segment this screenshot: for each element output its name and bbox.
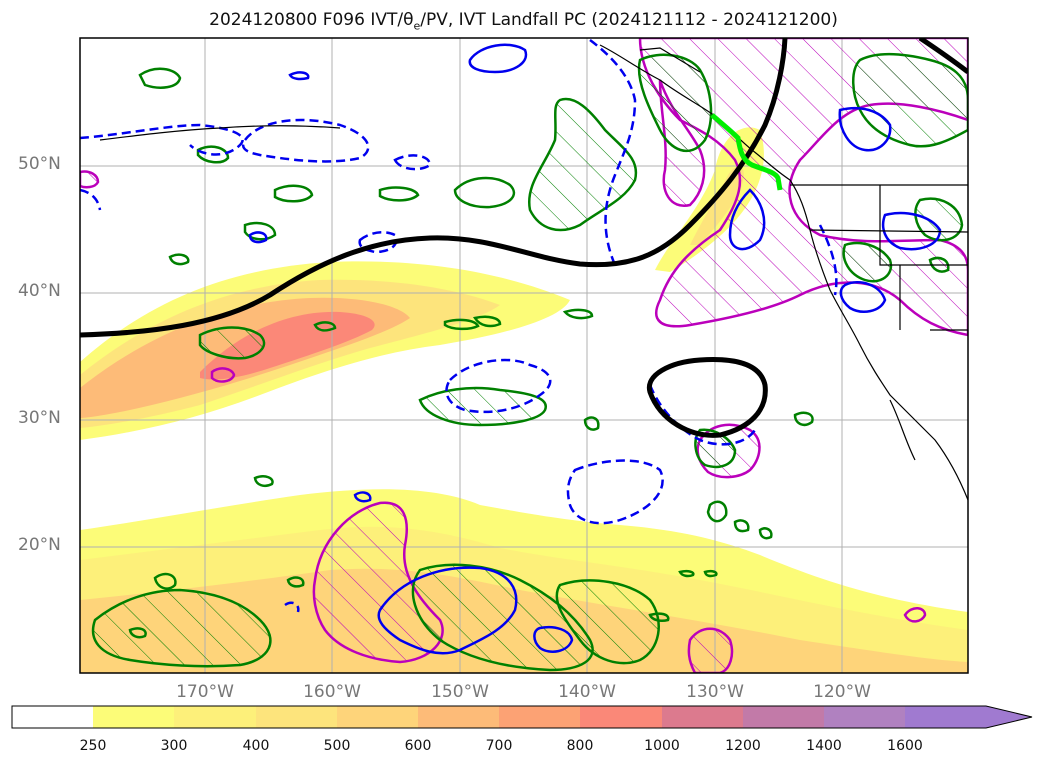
lon-label-120w: 120°W bbox=[813, 682, 871, 702]
lat-label-40n: 40°N bbox=[18, 281, 61, 301]
coastline bbox=[99, 44, 968, 501]
map-content bbox=[80, 38, 968, 673]
lat-label-50n: 50°N bbox=[18, 154, 61, 174]
colorbar-tick: 700 bbox=[485, 738, 513, 754]
theta-e-small-contours bbox=[128, 67, 950, 639]
colorbar-tick: 1400 bbox=[806, 738, 842, 754]
landfall-segment bbox=[710, 113, 783, 191]
lon-label-170w: 170°W bbox=[176, 682, 234, 702]
colorbar-tick: 1200 bbox=[725, 738, 761, 754]
theta-e-negative-dashed bbox=[80, 39, 838, 613]
lon-label-140w: 140°W bbox=[558, 682, 616, 702]
plot-title: 2024120800 F096 IVT/θe/PV, IVT Landfall … bbox=[0, 10, 1047, 32]
title-subscript: e bbox=[413, 19, 421, 33]
colorbar bbox=[11, 705, 1033, 729]
theta-e-positive-contours bbox=[91, 52, 968, 672]
theta-e-negative-contours bbox=[248, 43, 942, 655]
lat-label-30n: 30°N bbox=[18, 408, 61, 428]
ivt-plume-coast-core bbox=[690, 166, 744, 245]
colorbar-tick: 500 bbox=[323, 738, 351, 754]
colorbar-tick: 400 bbox=[242, 738, 270, 754]
colorbar-tick: 250 bbox=[79, 738, 107, 754]
ivt-plume-north bbox=[80, 261, 570, 440]
title-suffix: /PV, IVT Landfall PC (2024121112 - 20241… bbox=[420, 10, 838, 30]
title-prefix: 2024120800 F096 IVT/θ bbox=[209, 10, 414, 30]
colorbar-tick: 300 bbox=[160, 738, 188, 754]
lon-label-130w: 130°W bbox=[686, 682, 744, 702]
landfall-contours bbox=[80, 38, 968, 438]
colorbar-tick: 1600 bbox=[887, 738, 923, 754]
lon-label-160w: 160°W bbox=[303, 682, 361, 702]
colorbar-tick: 600 bbox=[404, 738, 432, 754]
colorbar-tick: 800 bbox=[566, 738, 594, 754]
colorbar-tick: 1000 bbox=[644, 738, 680, 754]
lon-label-150w: 150°W bbox=[431, 682, 489, 702]
lat-label-20n: 20°N bbox=[18, 535, 61, 555]
